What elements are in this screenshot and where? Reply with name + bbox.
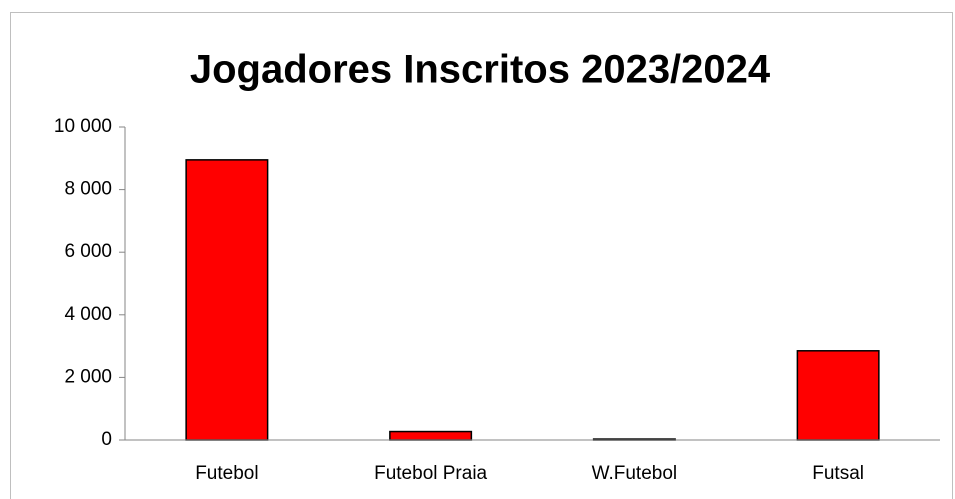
chart-frame [10, 12, 953, 499]
y-tick-label: 8 000 [64, 179, 112, 200]
chart-title: Jogadores Inscritos 2023/2024 [190, 48, 771, 92]
y-tick-label: 10 000 [54, 116, 112, 137]
bar [185, 159, 269, 441]
y-tick-label: 2 000 [64, 366, 112, 387]
y-tick-label: 4 000 [64, 304, 112, 325]
y-tick-label: 6 000 [64, 241, 112, 262]
x-tick-label: W.Futebol [592, 463, 678, 484]
bar [796, 350, 880, 441]
y-tick-label: 0 [101, 429, 112, 450]
x-tick-label: Futsal [812, 463, 864, 484]
x-tick-label: Futebol Praia [374, 463, 487, 484]
x-tick-label: Futebol [195, 463, 258, 484]
bar [389, 430, 473, 441]
